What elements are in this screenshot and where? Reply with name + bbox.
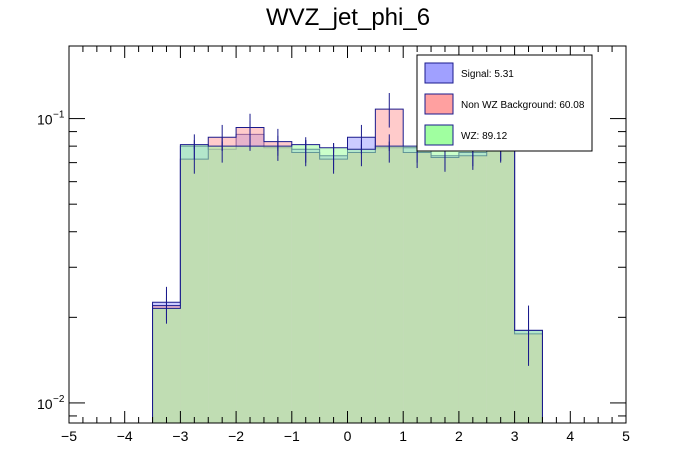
y-tick-label-exp: −1: [53, 110, 65, 121]
legend-label-signal: Signal: 5.31: [461, 69, 514, 80]
bar-wz-11: [458, 146, 487, 423]
ticks-layer: [68, 46, 627, 423]
x-tick-label: −2: [228, 428, 244, 444]
x-tick-label: 0: [344, 428, 352, 444]
legend: Signal: 5.31 Non WZ Background: 60.08 WZ: …: [416, 54, 593, 152]
chart-title: WVZ_jet_phi_6: [265, 4, 431, 31]
bar-wz-9: [403, 146, 432, 423]
legend-swatch-wz: [424, 124, 454, 146]
bars-layer: [152, 108, 543, 424]
x-tick-label: 1: [399, 428, 407, 444]
bar-wz-1: [180, 144, 209, 423]
x-tick-label: 2: [455, 428, 463, 444]
bar-wz-10: [431, 147, 459, 423]
tick-labels-layer: −5 −4 −3 −2 −1 0 1 2 3 4 510−110−2: [37, 110, 630, 444]
legend-swatch-signal: [424, 62, 454, 84]
y-tick-label-base: 10: [37, 112, 53, 128]
bar-wz-12: [486, 144, 515, 423]
x-tick-label: −4: [117, 428, 133, 444]
x-tick-label: −5: [61, 428, 77, 444]
x-tick-label: −3: [172, 428, 188, 444]
bar-wz-4: [263, 146, 292, 423]
y-tick-label-base: 10: [37, 396, 53, 412]
legend-swatch-non-wz-background: [424, 93, 454, 115]
legend-label-non-wz-background: Non WZ Background: 60.08: [461, 100, 585, 111]
bar-wz-7: [347, 149, 376, 423]
y-tick-label: 10 −1: [37, 110, 65, 128]
bar-wz-2: [208, 146, 237, 423]
y-tick-label-exp: −2: [53, 394, 65, 405]
bar-wz-5: [291, 144, 320, 423]
x-tick-label: 4: [566, 428, 574, 444]
x-tick-label: −1: [284, 428, 300, 444]
bar-wz-3: [236, 146, 264, 423]
bar-wz-0: [152, 308, 181, 423]
bar-wz-6: [319, 147, 348, 423]
legend-label-wz: WZ: 89.12: [461, 131, 508, 142]
bar-wz-8: [375, 146, 404, 423]
x-tick-label: 5: [622, 428, 630, 444]
y-tick-label: 10 −2: [37, 394, 65, 412]
x-tick-label: 3: [511, 428, 519, 444]
